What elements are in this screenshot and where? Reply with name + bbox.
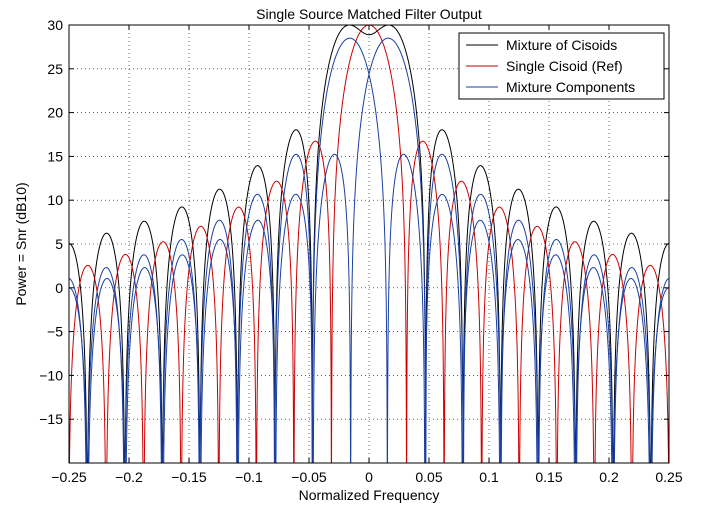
y-tick-label: 0 [55,280,63,296]
legend-label-mixture: Mixture of Cisoids [506,37,617,53]
y-tick-label: −5 [47,324,63,340]
legend-label-components: Mixture Components [506,79,635,95]
x-tick-label: −0.05 [291,469,327,485]
y-tick-label: 15 [47,148,63,164]
y-tick-label: 20 [47,105,63,121]
y-tick-label: −15 [39,411,63,427]
chart-title: Single Source Matched Filter Output [256,6,482,22]
x-tick-label: 0.25 [655,469,682,485]
x-tick-label: 0.15 [535,469,562,485]
series-line-mixture-of-cisoids [69,25,669,463]
legend: Mixture of Cisoids Single Cisoid (Ref) M… [458,32,665,100]
y-tick-label: 25 [47,61,63,77]
x-tick-label: −0.15 [171,469,207,485]
y-tick-label: −10 [39,367,63,383]
x-tick-label: 0 [365,469,373,485]
series-layer [69,25,669,463]
y-tick-label: 5 [55,236,63,252]
y-tick-label: 10 [47,192,63,208]
x-tick-label: 0.1 [479,469,499,485]
x-tick-labels: −0.25 −0.2 −0.15 −0.1 −0.05 0 0.05 0.1 0.15 0.2 0.… [51,469,683,485]
x-tick-label: −0.1 [235,469,263,485]
y-axis-label: Power = Snr (dB10) [13,182,29,305]
x-axis-label: Normalized Frequency [299,487,440,503]
series-line-mixture-component-1 [69,37,669,463]
y-tick-label: 30 [47,17,63,33]
x-tick-label: 0.05 [415,469,442,485]
x-tick-label: −0.2 [115,469,143,485]
tick-marks [68,24,670,463]
y-tick-labels: −15 −10 −5 0 5 10 15 20 25 30 [39,17,63,427]
x-tick-label: 0.2 [599,469,619,485]
legend-label-single: Single Cisoid (Ref) [506,58,623,74]
series-line-mixture-component-2 [69,37,669,463]
x-tick-label: −0.25 [51,469,87,485]
series-line-single-cisoid [69,25,669,463]
